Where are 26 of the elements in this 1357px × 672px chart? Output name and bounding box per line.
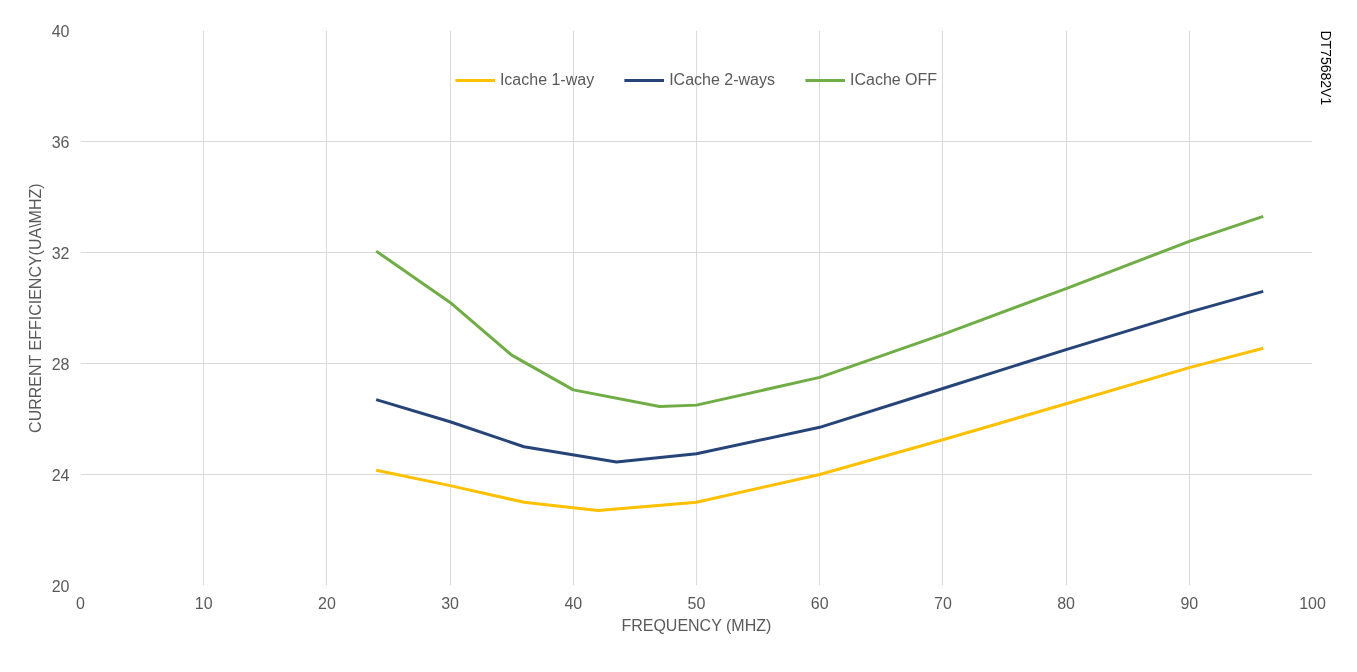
legend-label: ICache OFF — [849, 71, 938, 89]
x-tick-label: 40 — [564, 594, 583, 612]
x-axis-title: FREQUENCY (MHZ) — [621, 616, 772, 634]
line-series — [374, 289, 1265, 464]
y-tick-label: 28 — [51, 355, 70, 373]
y-tick-label: 24 — [51, 466, 70, 484]
x-tick-label: 10 — [194, 594, 213, 612]
text: DT75682V1 — [1317, 30, 1334, 106]
x-tick-label: 80 — [1057, 594, 1076, 612]
legend-label: ICache 2-ways — [669, 71, 775, 89]
x-tick-label: 90 — [1180, 594, 1199, 612]
y-tick-label: 40 — [51, 22, 70, 40]
x-tick-label: 0 — [76, 594, 86, 612]
line-series — [374, 346, 1265, 513]
y-tick-label: 32 — [51, 244, 70, 262]
x-tick-label: 30 — [441, 594, 460, 612]
x-tick-label: 20 — [318, 594, 336, 612]
x-tick-label: 100 — [1299, 594, 1326, 612]
x-tick-label: 70 — [934, 594, 952, 612]
y-axis-title: CURRENT EFFICIENCY(UA\MHZ) — [26, 183, 44, 433]
y-tick-label: 20 — [51, 577, 70, 595]
legend-label: Icache 1-way — [499, 71, 595, 89]
y-tick-label: 36 — [51, 133, 70, 151]
line-series — [374, 214, 1265, 409]
x-tick-label: 50 — [687, 594, 706, 612]
x-tick-label: 60 — [810, 594, 829, 612]
